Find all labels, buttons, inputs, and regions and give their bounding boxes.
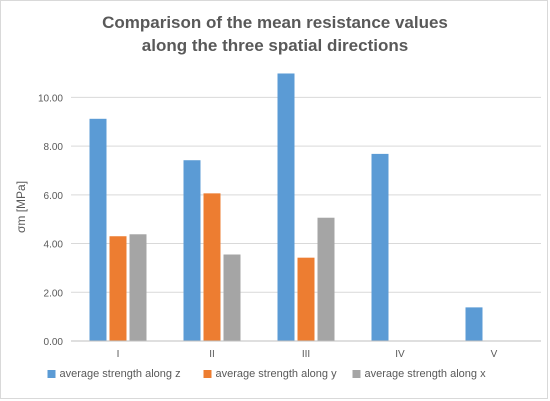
legend-label: average strength along y — [216, 368, 338, 380]
legend-swatch — [47, 370, 56, 378]
x-tick-label: III — [302, 349, 310, 360]
bar — [317, 217, 335, 341]
chart-title-line-2: along the three spatial directions — [141, 36, 409, 55]
x-tick-label: I — [117, 349, 120, 360]
bar — [89, 118, 107, 341]
bar — [223, 254, 241, 341]
x-tick-label: IV — [395, 349, 405, 360]
bar — [183, 160, 201, 341]
y-tick-label: 2.00 — [44, 288, 64, 299]
y-tick-label: 0.00 — [44, 337, 64, 348]
bar — [129, 234, 147, 341]
legend-swatch — [203, 370, 212, 378]
legend: average strength along z average strength… — [47, 368, 487, 380]
legend-label: average strength along z — [60, 368, 181, 380]
legend-entry: average strength along y — [203, 368, 338, 380]
chart-title: Comparison of the mean resistance values… — [1, 11, 547, 57]
y-tick-label: 10.00 — [38, 93, 63, 104]
bar — [277, 73, 295, 341]
bar — [109, 236, 127, 341]
legend-swatch — [352, 370, 361, 378]
y-tick-label: 8.00 — [44, 142, 64, 153]
chart-title-line-1: Comparison of the mean resistance values — [102, 13, 448, 32]
bars — [89, 73, 483, 341]
y-axis-title: σm [MPa] — [14, 181, 28, 233]
bar — [203, 193, 221, 341]
bar — [465, 307, 483, 341]
legend-label: average strength along x — [365, 368, 487, 380]
x-tick-label: II — [209, 349, 215, 360]
y-tick-label: 4.00 — [44, 240, 64, 251]
legend-entry: average strength along x — [352, 368, 487, 380]
legend-entry: average strength along z — [47, 368, 181, 380]
bar — [297, 257, 315, 341]
y-tick-label: 6.00 — [44, 191, 64, 202]
bar — [371, 153, 389, 341]
x-tick-label: V — [491, 349, 498, 360]
